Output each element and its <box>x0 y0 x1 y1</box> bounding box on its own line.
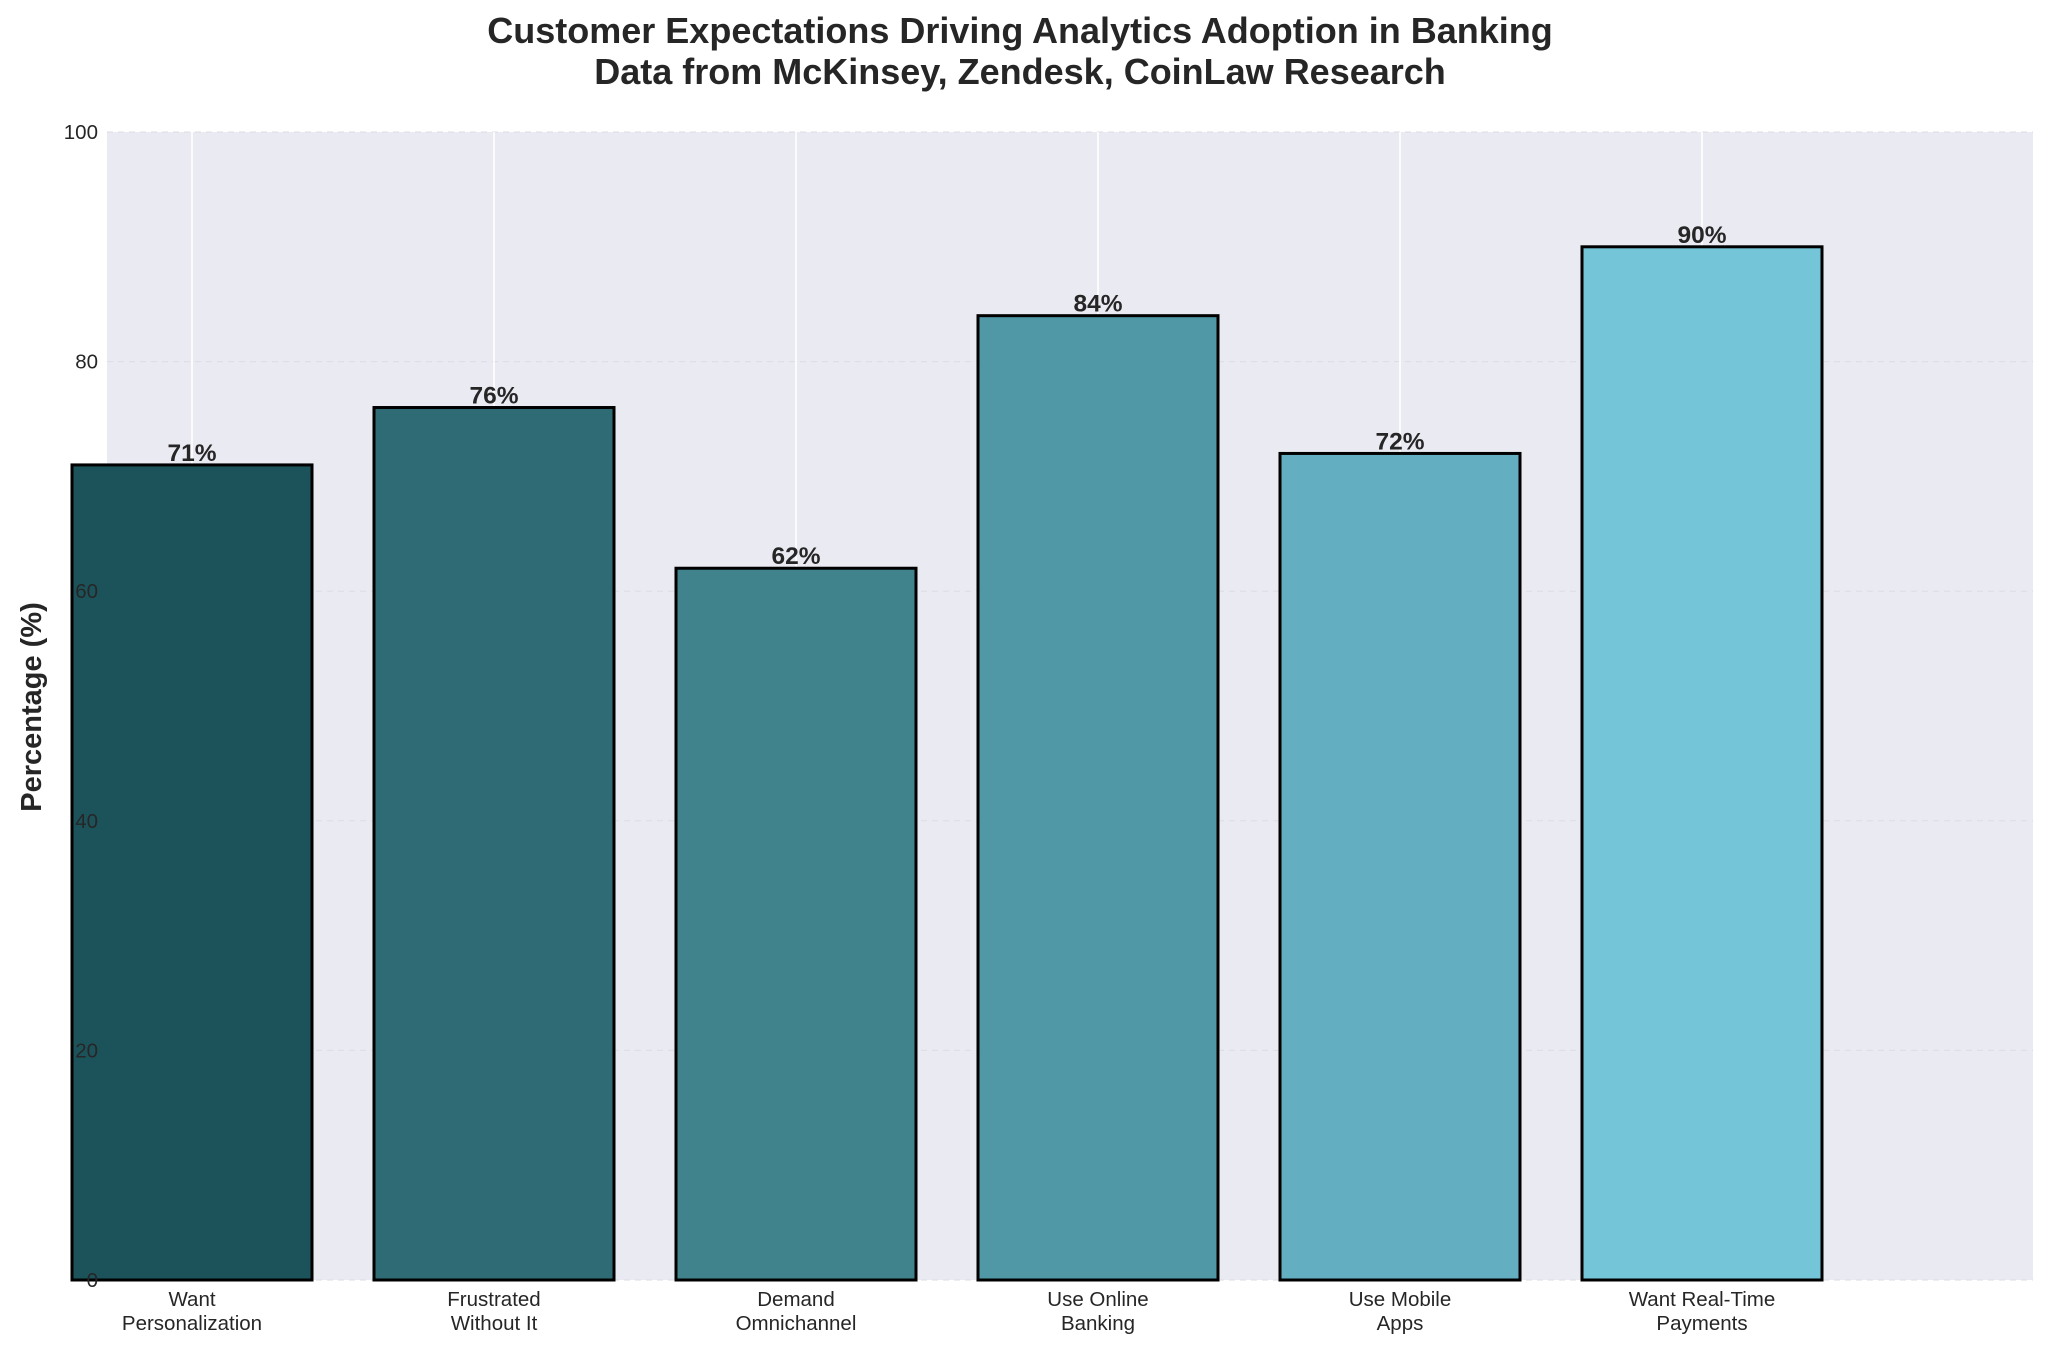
x-tick-label: Demand Omnichannel <box>736 1288 857 1335</box>
x-tick-label-line: Payments <box>1656 1312 1747 1335</box>
x-tick-label: Use Online Banking <box>1047 1288 1148 1335</box>
value-labels: 71% 76% 62% 84% 72% 90% <box>167 222 1726 570</box>
bar <box>674 566 918 1282</box>
bar <box>1580 245 1824 1282</box>
x-tick-label-line: Want <box>168 1288 215 1311</box>
chart-title: Customer Expectations Driving Analytics … <box>487 10 1552 51</box>
y-axis-label: Percentage (%) <box>16 602 48 812</box>
x-tick-label: Frustrated Without It <box>447 1288 540 1335</box>
bar-value-label: 72% <box>1375 428 1424 455</box>
x-tick-label-line: Apps <box>1377 1312 1424 1335</box>
x-tick-label: Want Real-Time Payments <box>1629 1288 1776 1335</box>
chart-subtitle: Data from McKinsey, Zendesk, CoinLaw Res… <box>594 51 1446 92</box>
x-axis-ticks: Want Personalization Frustrated Without It D… <box>122 1288 1775 1335</box>
y-tick-label: 20 <box>75 1039 98 1062</box>
bar-value-label: 62% <box>771 543 820 570</box>
x-tick-label-line: Demand <box>757 1288 835 1311</box>
bar <box>70 463 314 1282</box>
bars <box>70 245 1824 1282</box>
bar-value-label: 84% <box>1073 291 1122 318</box>
y-tick-label: 40 <box>75 810 98 833</box>
x-tick-label-line: Use Mobile <box>1349 1288 1452 1311</box>
bar <box>372 406 616 1282</box>
bar-value-label: 71% <box>167 440 216 467</box>
y-tick-label: 0 <box>87 1269 98 1292</box>
x-tick-label-line: Without It <box>451 1312 538 1335</box>
y-tick-label: 80 <box>75 351 98 374</box>
y-tick-label: 60 <box>75 580 98 603</box>
x-tick-label-line: Use Online <box>1047 1288 1148 1311</box>
y-tick-label: 100 <box>64 121 98 144</box>
x-tick-label-line: Banking <box>1061 1312 1135 1335</box>
x-tick-label-line: Personalization <box>122 1312 262 1335</box>
x-tick-label: Use Mobile Apps <box>1349 1288 1452 1335</box>
x-tick-label-line: Omnichannel <box>736 1312 857 1335</box>
bar-value-label: 76% <box>469 383 518 410</box>
bar <box>976 314 1220 1282</box>
x-tick-label-line: Want Real-Time <box>1629 1288 1776 1311</box>
x-tick-label: Want Personalization <box>122 1288 262 1335</box>
bar <box>1278 451 1522 1282</box>
x-tick-label-line: Frustrated <box>447 1288 540 1311</box>
y-axis-ticks: 0 20 40 60 80 100 <box>64 121 98 1292</box>
bar-value-label: 90% <box>1677 222 1726 249</box>
